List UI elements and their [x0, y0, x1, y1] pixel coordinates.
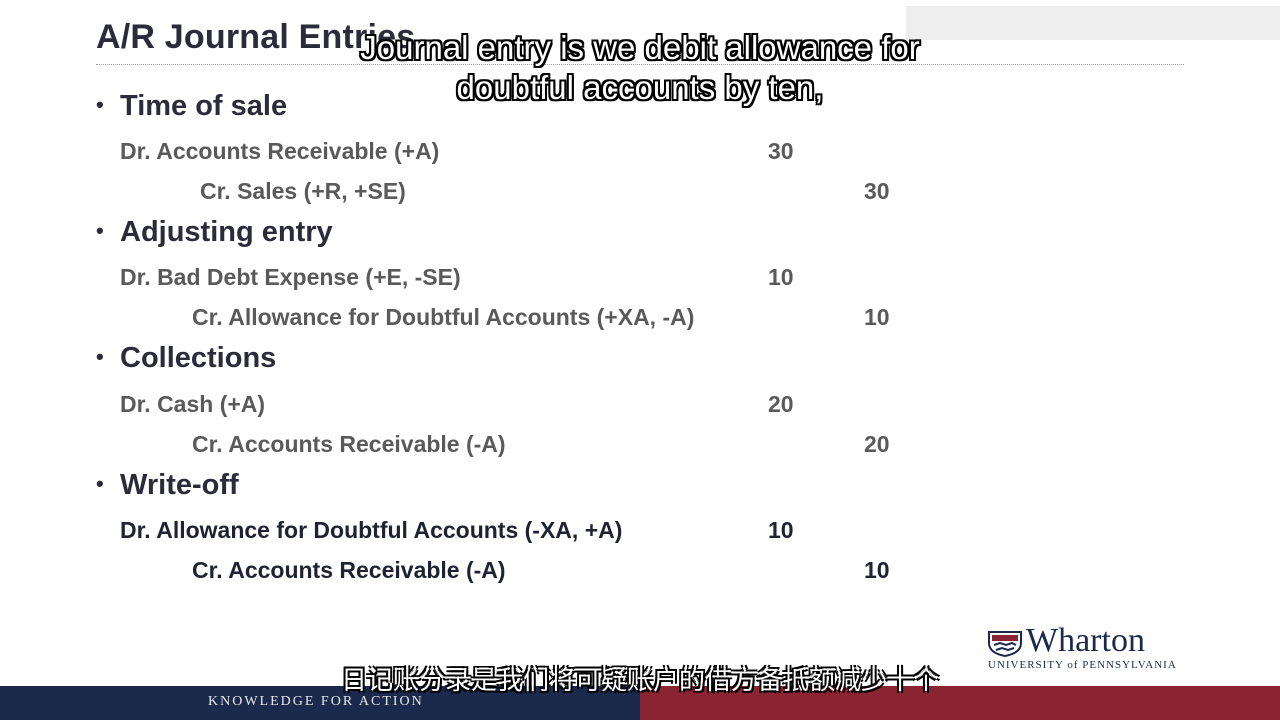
bullet-icon: • — [96, 344, 104, 369]
debit-amount: 10 — [768, 264, 794, 290]
logo-university: UNIVERSITY of PENNSYLVANIA — [988, 659, 1177, 671]
slide-title: A/R Journal Entries — [96, 18, 416, 56]
footer-bar-navy — [0, 686, 640, 720]
subtitle-line-2: doubtful accounts by ten, — [456, 69, 824, 106]
debit-entry-label: Dr. Allowance for Doubtful Accounts (-XA… — [120, 517, 623, 543]
title-divider — [96, 64, 1184, 65]
top-right-panel — [906, 6, 1280, 40]
debit-amount: 10 — [768, 517, 794, 543]
bullet-icon: • — [96, 92, 104, 117]
bullet-icon: • — [96, 471, 104, 496]
debit-entry-label: Dr. Cash (+A) — [120, 391, 266, 417]
debit-entry-label: Dr. Accounts Receivable (+A) — [120, 138, 440, 164]
debit-entry-label: Dr. Bad Debt Expense (+E, -SE) — [120, 264, 461, 290]
credit-entry-label: Cr. Accounts Receivable (-A) — [192, 557, 506, 583]
credit-amount: 10 — [864, 557, 890, 583]
credit-entry-label: Cr. Allowance for Doubtful Accounts (+XA… — [192, 304, 695, 330]
footer-tagline: KNOWLEDGE FOR ACTION — [208, 694, 424, 709]
debit-amount: 30 — [768, 138, 794, 164]
wharton-logo: Wharton UNIVERSITY of PENNSYLVANIA — [988, 622, 1188, 672]
section-heading-adjusting-entry: • Adjusting entry — [96, 216, 333, 248]
bullet-icon: • — [96, 218, 104, 243]
credit-amount: 20 — [864, 431, 890, 457]
credit-amount: 10 — [864, 304, 890, 330]
credit-entry-label: Cr. Accounts Receivable (-A) — [192, 431, 506, 457]
credit-entry-label: Cr. Sales (+R, +SE) — [200, 178, 406, 204]
section-heading-write-off: • Write-off — [96, 469, 239, 501]
credit-amount: 30 — [864, 178, 890, 204]
section-heading-time-of-sale: • Time of sale — [96, 90, 288, 122]
logo-wordmark: Wharton — [1026, 622, 1145, 659]
footer-bar-maroon — [640, 686, 1280, 720]
subtitle-chinese: 日记账分录是我们将可疑账户的借方备抵额减少十个 — [340, 666, 939, 696]
debit-amount: 20 — [768, 391, 794, 417]
section-heading-collections: • Collections — [96, 342, 277, 374]
subtitle-line-1: Journal entry is we debit allowance for — [360, 29, 920, 66]
shield-icon — [988, 631, 1022, 657]
